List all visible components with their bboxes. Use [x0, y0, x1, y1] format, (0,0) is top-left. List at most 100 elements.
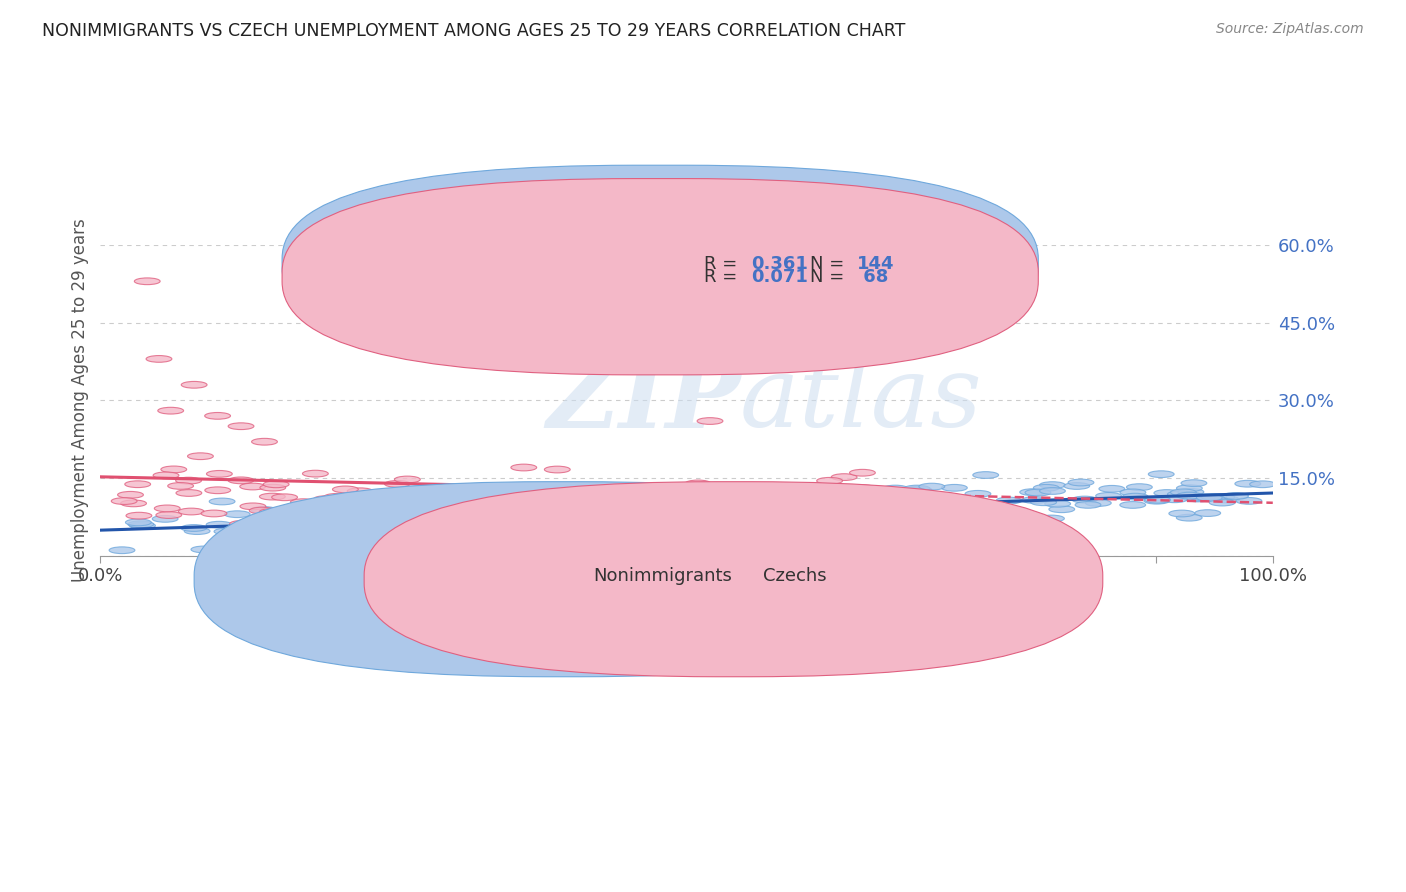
Ellipse shape	[1025, 489, 1050, 496]
Ellipse shape	[866, 508, 891, 514]
Ellipse shape	[772, 491, 797, 499]
Ellipse shape	[419, 509, 446, 516]
Ellipse shape	[697, 417, 723, 425]
Ellipse shape	[274, 527, 299, 533]
Ellipse shape	[1085, 500, 1111, 507]
Ellipse shape	[280, 516, 305, 523]
Ellipse shape	[910, 494, 936, 500]
Ellipse shape	[1209, 500, 1234, 506]
Ellipse shape	[444, 501, 470, 508]
Ellipse shape	[1144, 498, 1170, 504]
Ellipse shape	[1076, 501, 1101, 508]
Ellipse shape	[1171, 489, 1197, 496]
Ellipse shape	[347, 488, 373, 495]
Ellipse shape	[228, 477, 254, 483]
Ellipse shape	[1189, 494, 1215, 500]
Ellipse shape	[388, 520, 415, 527]
Ellipse shape	[240, 483, 266, 490]
Ellipse shape	[1031, 499, 1056, 506]
Ellipse shape	[1167, 491, 1194, 498]
Ellipse shape	[1121, 489, 1146, 496]
Ellipse shape	[318, 512, 343, 519]
Ellipse shape	[209, 498, 235, 505]
Ellipse shape	[817, 477, 842, 484]
Ellipse shape	[179, 508, 204, 515]
Ellipse shape	[370, 509, 395, 516]
Ellipse shape	[127, 512, 152, 519]
Ellipse shape	[1197, 494, 1222, 501]
Ellipse shape	[247, 523, 273, 530]
Ellipse shape	[918, 494, 945, 501]
Text: N =: N =	[810, 268, 849, 286]
Ellipse shape	[1144, 497, 1170, 503]
Ellipse shape	[181, 524, 207, 532]
Ellipse shape	[837, 500, 863, 508]
Ellipse shape	[605, 500, 630, 506]
Ellipse shape	[176, 477, 201, 484]
Ellipse shape	[299, 509, 325, 516]
Ellipse shape	[917, 513, 943, 519]
Text: 144: 144	[856, 255, 894, 273]
Ellipse shape	[1069, 479, 1094, 486]
Ellipse shape	[920, 483, 945, 490]
Ellipse shape	[976, 501, 1002, 508]
Ellipse shape	[1168, 510, 1195, 516]
Text: Nonimmigrants: Nonimmigrants	[593, 567, 731, 585]
Ellipse shape	[290, 538, 315, 545]
Ellipse shape	[240, 503, 266, 509]
Ellipse shape	[1099, 485, 1125, 492]
Ellipse shape	[654, 519, 681, 526]
Ellipse shape	[737, 519, 762, 525]
Ellipse shape	[661, 532, 686, 538]
Ellipse shape	[260, 514, 287, 520]
Ellipse shape	[252, 438, 277, 445]
Ellipse shape	[478, 530, 503, 537]
Ellipse shape	[510, 464, 537, 471]
Ellipse shape	[1039, 516, 1064, 522]
Ellipse shape	[160, 466, 187, 473]
Ellipse shape	[831, 474, 858, 481]
Ellipse shape	[640, 500, 665, 508]
Ellipse shape	[863, 526, 889, 533]
Ellipse shape	[187, 453, 214, 459]
Ellipse shape	[963, 514, 988, 520]
Ellipse shape	[1049, 506, 1074, 513]
Ellipse shape	[1213, 496, 1240, 503]
Ellipse shape	[285, 524, 312, 532]
Ellipse shape	[583, 501, 610, 508]
Ellipse shape	[1178, 489, 1204, 495]
Ellipse shape	[995, 497, 1022, 504]
Ellipse shape	[1181, 480, 1206, 486]
Text: Czechs: Czechs	[763, 567, 827, 585]
Ellipse shape	[903, 488, 928, 494]
Ellipse shape	[1019, 489, 1046, 496]
Ellipse shape	[1095, 492, 1122, 500]
Ellipse shape	[877, 508, 904, 516]
Ellipse shape	[1236, 498, 1261, 504]
FancyBboxPatch shape	[283, 165, 1038, 361]
Ellipse shape	[205, 412, 231, 419]
Text: 0.361: 0.361	[751, 255, 808, 273]
Ellipse shape	[1201, 493, 1227, 500]
Ellipse shape	[110, 547, 135, 554]
Ellipse shape	[1223, 492, 1249, 500]
Ellipse shape	[249, 508, 276, 514]
Ellipse shape	[965, 491, 991, 497]
Ellipse shape	[207, 521, 232, 528]
Ellipse shape	[184, 528, 209, 534]
Ellipse shape	[1039, 482, 1066, 489]
Text: 68: 68	[856, 268, 889, 286]
Ellipse shape	[1161, 496, 1188, 502]
Ellipse shape	[271, 494, 298, 500]
Ellipse shape	[395, 476, 420, 483]
Ellipse shape	[643, 491, 668, 498]
Ellipse shape	[1250, 481, 1275, 488]
Ellipse shape	[1187, 495, 1212, 502]
Ellipse shape	[167, 483, 194, 490]
FancyBboxPatch shape	[283, 178, 1038, 375]
Text: NONIMMIGRANTS VS CZECH UNEMPLOYMENT AMONG AGES 25 TO 29 YEARS CORRELATION CHART: NONIMMIGRANTS VS CZECH UNEMPLOYMENT AMON…	[42, 22, 905, 40]
Ellipse shape	[229, 520, 256, 527]
Ellipse shape	[314, 528, 340, 535]
Ellipse shape	[943, 498, 970, 505]
Ellipse shape	[787, 490, 813, 496]
